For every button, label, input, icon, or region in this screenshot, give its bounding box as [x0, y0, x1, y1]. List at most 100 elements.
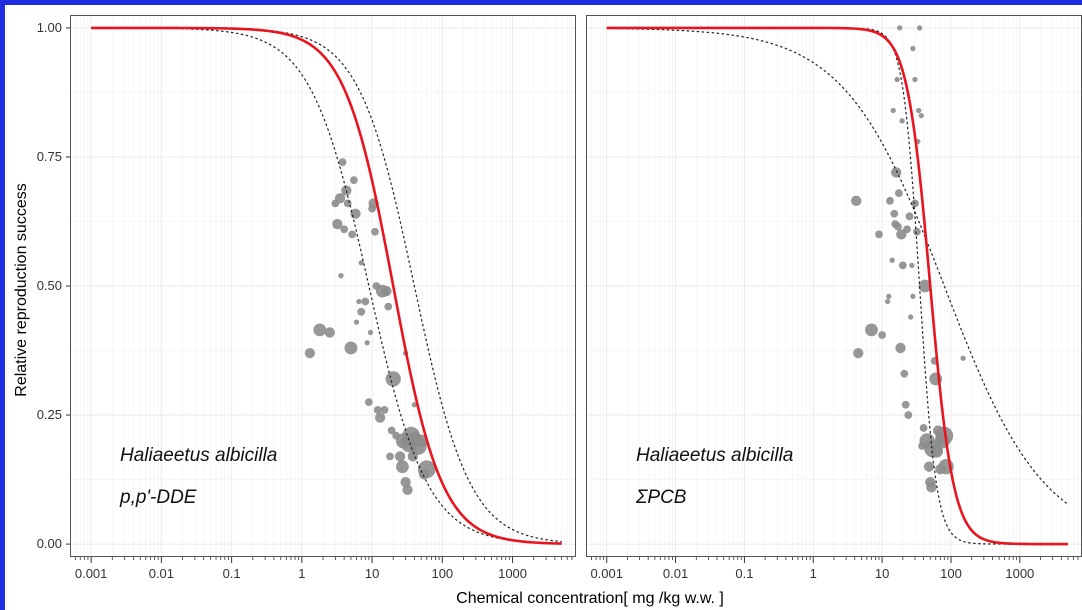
data-point — [386, 452, 394, 461]
data-point — [357, 307, 366, 316]
data-point — [903, 225, 911, 234]
data-point — [886, 293, 892, 299]
data-point — [402, 484, 413, 496]
panel-dde: 0.001 0.01 0.1 1 10 100 1000 Haliaeetus albicil… — [70, 15, 576, 581]
data-point — [340, 225, 349, 234]
ci-upper-line — [606, 27, 1069, 505]
data-point — [865, 323, 878, 337]
data-point — [913, 227, 921, 236]
data-point — [898, 261, 907, 270]
data-point — [910, 45, 916, 52]
data-point — [890, 107, 896, 114]
data-point — [905, 212, 914, 221]
data-point — [918, 113, 924, 119]
y-tick-label: 0.00 — [37, 536, 62, 551]
data-point — [349, 176, 358, 185]
data-point — [338, 158, 347, 167]
data-point — [371, 227, 379, 236]
data-point — [384, 302, 393, 311]
data-point — [373, 405, 382, 414]
data-point — [367, 329, 374, 336]
data-point — [358, 260, 364, 266]
data-point — [394, 451, 406, 462]
data-point — [884, 298, 891, 305]
x-tick-label: 0.001 — [75, 566, 108, 581]
data-point — [912, 76, 918, 83]
data-point — [916, 25, 923, 31]
data-point — [896, 229, 907, 240]
data-point — [324, 327, 335, 338]
data-point — [851, 195, 862, 206]
data-point — [900, 369, 909, 378]
x-tick-label: 1000 — [1005, 566, 1034, 581]
data-point — [923, 461, 935, 472]
data-point — [911, 199, 919, 208]
ci-upper-line — [91, 27, 562, 543]
data-point — [344, 341, 358, 355]
data-point — [395, 460, 409, 474]
y-tick-label: 1.00 — [37, 20, 62, 35]
y-axis-title: Relative reproduction success — [13, 183, 30, 396]
y-axis: 0.00 0.25 0.50 0.75 1.00 — [37, 20, 70, 551]
data-point — [909, 262, 915, 269]
panel-border — [70, 15, 576, 557]
data-point — [361, 297, 370, 306]
data-point — [304, 347, 316, 359]
data-point — [878, 331, 887, 339]
data-point — [918, 279, 932, 293]
species-label: Haliaeetus albicilla — [636, 445, 793, 466]
x-tick-label: 10 — [365, 566, 379, 581]
data-point — [338, 273, 344, 279]
fit-line — [606, 26, 1068, 546]
data-point — [400, 477, 411, 488]
points-group — [304, 158, 436, 496]
data-point — [381, 286, 392, 297]
data-point — [374, 412, 386, 423]
data-point — [353, 319, 360, 325]
panel-pcb: 0.001 0.01 0.1 1 10 100 1000 Haliaeetus albicil… — [586, 15, 1082, 581]
data-point — [916, 107, 922, 114]
data-point — [895, 342, 906, 354]
data-point — [313, 323, 327, 337]
x-tick-label: 0.001 — [590, 566, 623, 581]
fit-line — [91, 26, 562, 545]
data-point — [889, 257, 895, 263]
x-tick-label: 0.1 — [223, 566, 241, 581]
data-point — [890, 209, 899, 218]
data-point — [901, 400, 910, 409]
ci-lower-line — [91, 27, 562, 545]
data-point — [414, 434, 428, 448]
data-point — [387, 426, 396, 435]
data-point — [960, 355, 966, 361]
data-point — [926, 482, 937, 493]
data-point — [899, 118, 905, 124]
data-point — [891, 167, 902, 178]
data-point — [853, 347, 864, 359]
data-point — [385, 371, 401, 387]
data-point — [894, 222, 902, 231]
x-tick-label: 1 — [810, 566, 817, 581]
data-point — [334, 193, 346, 204]
chemical-label: ΣPCB — [635, 487, 687, 508]
species-label: Haliaeetus albicilla — [120, 445, 277, 466]
data-point — [908, 314, 914, 320]
data-point — [875, 230, 883, 239]
y-tick-label: 0.75 — [37, 149, 62, 164]
data-point — [417, 460, 436, 479]
data-point — [364, 398, 373, 407]
data-point — [894, 76, 900, 83]
data-point — [332, 218, 343, 230]
y-tick-label: 0.25 — [37, 407, 62, 422]
x-tick-label: 0.1 — [735, 566, 753, 581]
data-point — [904, 411, 913, 419]
data-point — [356, 298, 362, 305]
x-tick-label: 100 — [431, 566, 453, 581]
x-tick-label: 1 — [298, 566, 305, 581]
chemical-label: p,p'-DDE — [119, 487, 197, 508]
y-tick-label: 0.50 — [37, 278, 62, 293]
x-tick-label: 0.01 — [663, 566, 688, 581]
x-tick-label: 1000 — [498, 566, 527, 581]
data-point — [411, 402, 418, 408]
data-point — [919, 424, 928, 432]
